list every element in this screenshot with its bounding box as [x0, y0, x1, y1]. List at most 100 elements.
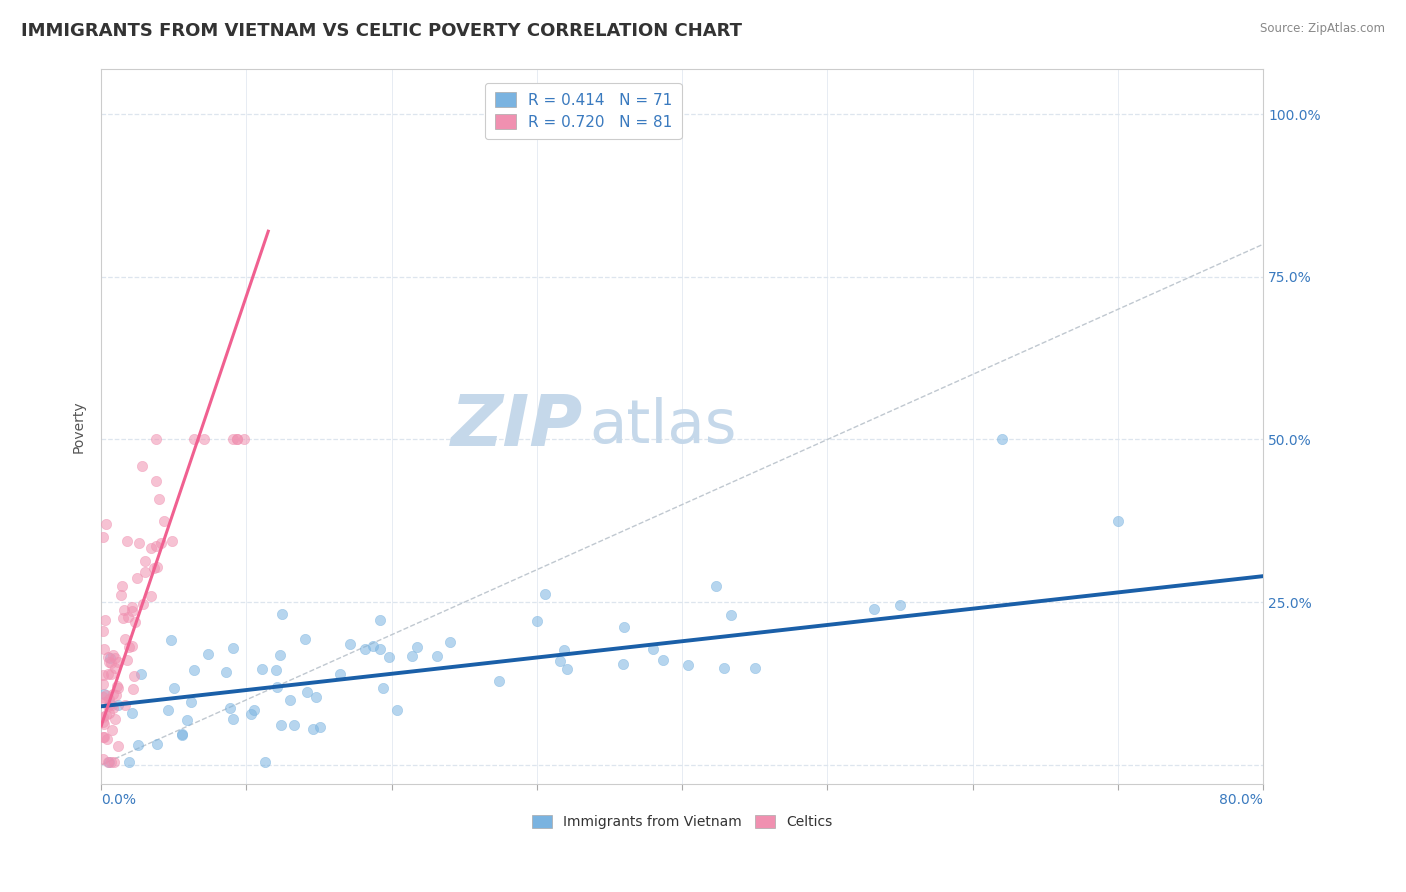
Point — [91, 624, 114, 638]
Point — [401, 648, 423, 663]
Point — [153, 514, 176, 528]
Point — [107, 655, 129, 669]
Point — [157, 703, 180, 717]
Point — [368, 614, 391, 628]
Point — [744, 661, 766, 675]
Point — [676, 658, 699, 673]
Point — [215, 665, 238, 679]
Point — [222, 712, 245, 726]
Point — [93, 716, 115, 731]
Point — [128, 536, 150, 550]
Point — [266, 663, 288, 677]
Point — [100, 651, 122, 665]
Point — [91, 668, 114, 682]
Point — [101, 723, 124, 737]
Point — [127, 739, 149, 753]
Point — [112, 611, 135, 625]
Point — [294, 632, 316, 646]
Point — [122, 669, 145, 683]
Point — [145, 433, 167, 447]
Point — [96, 708, 118, 723]
Point — [121, 706, 143, 720]
Point — [533, 586, 555, 600]
Point — [114, 632, 136, 646]
Point — [269, 648, 291, 662]
Point — [100, 666, 122, 681]
Point — [252, 662, 274, 676]
Point — [309, 721, 332, 735]
Point — [193, 433, 215, 447]
Text: IMMIGRANTS FROM VIETNAM VS CELTIC POVERTY CORRELATION CHART: IMMIGRANTS FROM VIETNAM VS CELTIC POVERT… — [21, 22, 742, 40]
Point — [150, 536, 173, 550]
Point — [91, 714, 114, 729]
Point — [426, 648, 449, 663]
Point — [139, 590, 162, 604]
Point — [145, 475, 167, 489]
Point — [713, 661, 735, 675]
Point — [329, 667, 352, 681]
Point — [124, 615, 146, 630]
Text: atlas: atlas — [589, 397, 737, 456]
Point — [96, 731, 118, 746]
Point — [218, 701, 240, 715]
Point — [98, 692, 121, 706]
Point — [94, 695, 117, 709]
Point — [101, 648, 124, 662]
Point — [134, 554, 156, 568]
Point — [232, 433, 254, 447]
Point — [91, 676, 114, 690]
Point — [643, 641, 665, 656]
Point — [112, 603, 135, 617]
Point — [371, 681, 394, 695]
Point — [361, 639, 384, 653]
Point — [117, 610, 139, 624]
Y-axis label: Poverty: Poverty — [72, 401, 86, 453]
Point — [180, 695, 202, 709]
Point — [301, 722, 323, 736]
Point — [197, 647, 219, 661]
Point — [243, 703, 266, 717]
Point — [254, 755, 277, 769]
Point — [553, 643, 575, 657]
Point — [160, 633, 183, 648]
Point — [97, 706, 120, 721]
Point — [283, 718, 305, 732]
Point — [176, 713, 198, 727]
Point — [97, 699, 120, 714]
Point — [526, 614, 548, 628]
Point — [115, 653, 138, 667]
Point — [101, 701, 124, 715]
Point — [295, 685, 318, 699]
Point — [121, 640, 143, 654]
Point — [222, 433, 245, 447]
Point — [378, 650, 401, 665]
Point — [94, 517, 117, 532]
Point — [548, 654, 571, 668]
Point — [146, 737, 169, 751]
Text: Source: ZipAtlas.com: Source: ZipAtlas.com — [1260, 22, 1385, 36]
Point — [91, 530, 114, 544]
Text: 0.0%: 0.0% — [101, 793, 136, 806]
Point — [121, 599, 143, 614]
Point — [104, 650, 127, 665]
Point — [103, 755, 125, 769]
Point — [353, 641, 375, 656]
Point — [91, 690, 114, 704]
Point — [1107, 514, 1129, 528]
Point — [143, 560, 166, 574]
Point — [226, 433, 249, 447]
Point — [370, 642, 392, 657]
Text: ZIP: ZIP — [451, 392, 583, 461]
Point — [146, 560, 169, 574]
Point — [183, 663, 205, 677]
Point — [271, 607, 294, 622]
Point — [131, 458, 153, 473]
Point — [239, 706, 262, 721]
Point — [104, 712, 127, 726]
Point — [439, 635, 461, 649]
Point — [488, 673, 510, 688]
Point — [105, 679, 128, 693]
Point — [266, 680, 288, 694]
Point — [170, 727, 193, 741]
Point — [97, 755, 120, 769]
